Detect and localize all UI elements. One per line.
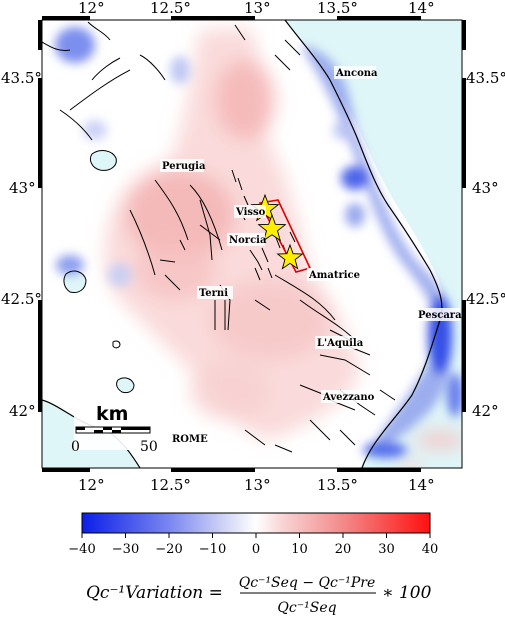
lon-tick-label: 12.5° xyxy=(150,476,191,494)
epicenter-star xyxy=(257,213,287,242)
scale-bar: km 0 50 xyxy=(71,402,158,455)
city-visso: Visso xyxy=(235,207,266,218)
lon-ticks-bottom: 12° 12.5° 13° 13.5° 14° xyxy=(78,476,435,494)
lake-bracciano xyxy=(116,377,134,393)
colorbar-tick: 10 xyxy=(291,542,308,557)
adriatic-coastline xyxy=(284,20,443,468)
lat-tick-label: 42° xyxy=(472,402,499,420)
colorbar: −40 −30 −20 −10 0 10 20 30 40 xyxy=(68,512,439,557)
colorbar-tick: −10 xyxy=(199,542,226,557)
colorbar-tick: 0 xyxy=(252,542,260,557)
scale-bar-max: 50 xyxy=(140,439,158,455)
colorbar-tick: −40 xyxy=(68,542,95,557)
epicenter-star xyxy=(276,243,304,270)
lat-tick-label: 43° xyxy=(472,179,499,197)
lat-tick-label: 43.5° xyxy=(466,69,505,87)
city-ancona: Ancona xyxy=(335,68,378,79)
lon-tick-label: 14° xyxy=(408,476,435,494)
lon-tick-label: 13.5° xyxy=(317,0,358,17)
lat-tick-label: 42.5° xyxy=(1,290,42,308)
colorbar-tick: −20 xyxy=(155,542,182,557)
city-laquila: L'Aquila xyxy=(317,338,364,349)
formula-lhs: Qc⁻¹Variation = xyxy=(86,583,223,603)
colorbar-tick: 30 xyxy=(378,542,395,557)
lon-tick-label: 12° xyxy=(78,476,105,494)
formula-suffix: ∗ 100 xyxy=(382,583,432,603)
lat-tick-label: 42.5° xyxy=(466,290,505,308)
lon-tick-label: 13° xyxy=(244,0,271,17)
lon-tick-label: 13° xyxy=(244,476,271,494)
city-avezzano: Avezzano xyxy=(322,392,375,403)
scale-bar-unit: km xyxy=(96,403,128,425)
colorbar-gradient xyxy=(81,512,431,534)
city-labels: Ancona Perugia Visso Norcia Amatrice Ter… xyxy=(160,66,462,445)
lat-tick-label: 42° xyxy=(9,402,36,420)
lon-tick-label: 14° xyxy=(408,0,435,17)
colorbar-tick: −30 xyxy=(112,542,139,557)
lat-tick-label: 43.5° xyxy=(1,69,42,87)
lake-bolsena xyxy=(63,271,86,293)
lat-ticks-right: 43.5° 43° 42.5° 42° xyxy=(466,69,505,420)
city-norcia: Norcia xyxy=(229,235,267,246)
map-frame xyxy=(38,16,466,472)
scale-bar-min: 0 xyxy=(71,439,80,455)
lon-tick-label: 12.5° xyxy=(150,0,191,17)
lake-trasimeno xyxy=(90,150,117,171)
city-rome: ROME xyxy=(172,434,208,445)
adriatic-sea xyxy=(285,20,462,468)
city-terni: Terni xyxy=(199,288,228,299)
colorbar-tick: 40 xyxy=(422,542,439,557)
lon-tick-label: 12° xyxy=(78,0,105,17)
map-panel: Ancona Perugia Visso Norcia Amatrice Ter… xyxy=(1,0,505,494)
lon-tick-label: 13.5° xyxy=(317,476,358,494)
formula-numerator: Qc⁻¹Seq − Qc⁻¹Pre xyxy=(239,575,376,591)
city-amatrice: Amatrice xyxy=(308,270,360,281)
lat-ticks-left: 43.5° 43° 42.5° 42° xyxy=(1,69,42,420)
colorbar-tick: 20 xyxy=(335,542,352,557)
lon-ticks-top: 12° 12.5° 13° 13.5° 14° xyxy=(78,0,435,17)
formula-denominator: Qc⁻¹Seq xyxy=(277,600,336,616)
city-perugia: Perugia xyxy=(162,161,206,172)
lat-tick-label: 43° xyxy=(9,179,36,197)
city-pescara: Pescara xyxy=(418,310,462,321)
variation-formula: Qc⁻¹Variation = Qc⁻¹Seq − Qc⁻¹Pre Qc⁻¹Se… xyxy=(86,575,432,616)
